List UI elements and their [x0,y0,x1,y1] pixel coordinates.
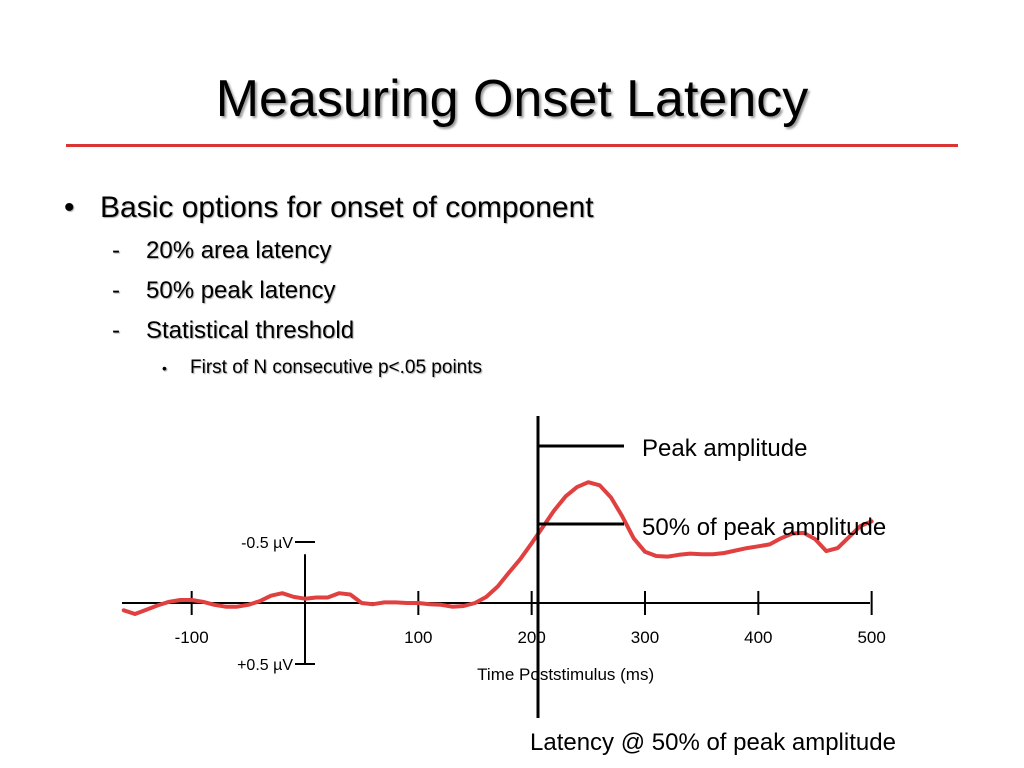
subsubbullet-text: First of N consecutive p<.05 points [190,357,483,378]
x-tick-label: 100 [404,628,432,647]
title-underline [66,144,958,147]
subbullet-text: 20% area latency [146,237,332,264]
x-tick-label: 400 [744,628,772,647]
subbullet-text: Statistical threshold [146,317,355,344]
y-label-top: -0.5 µV [241,535,293,552]
bullet-dot-icon: • [64,191,75,224]
bullet-list: • Basic options for onset of component -… [64,191,594,378]
latency-label: Latency @ 50% of peak amplitude [530,729,896,756]
half-peak-amplitude-label: 50% of peak amplitude [642,514,886,541]
y-label-bottom: +0.5 µV [237,657,293,674]
bullet-text: Basic options for onset of component [100,191,594,224]
erp-waveform [121,480,874,616]
slide-title: Measuring Onset Latency [215,70,809,128]
x-axis-title: Time Poststimulus (ms) [477,665,654,684]
x-tick-label: 500 [857,628,885,647]
dash-icon: - [112,317,120,344]
dash-icon: - [112,237,120,264]
x-tick-label: -100 [175,628,209,647]
x-tick-label: 200 [517,628,545,647]
dash-icon: - [112,277,120,304]
peak-amplitude-label: Peak amplitude [642,435,807,462]
subbullet-text: 50% peak latency [146,277,336,304]
x-tick-label: 300 [631,628,659,647]
bullet-dot-icon: • [162,360,167,376]
